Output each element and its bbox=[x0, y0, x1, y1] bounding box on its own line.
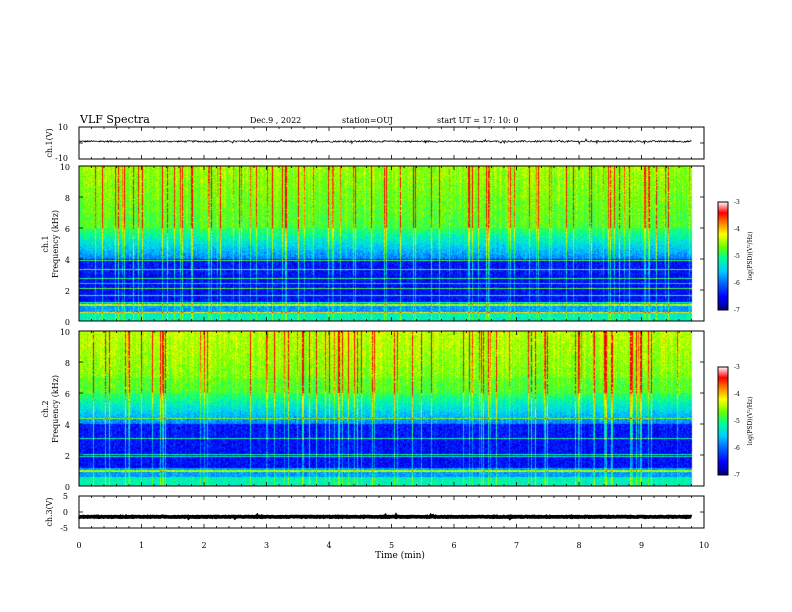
ch3-ytick-top: 5 bbox=[63, 492, 68, 501]
ch1-freq-tick-8: 8 bbox=[65, 194, 70, 203]
ch2-spectrogram-ylabel-top: ch.2 bbox=[41, 400, 50, 417]
ch1-waveform-ylabel: ch.1(V) bbox=[45, 128, 54, 157]
ch1-cb-tick-m5: -5 bbox=[734, 253, 740, 260]
ch2-freq-tick-2: 2 bbox=[65, 452, 70, 461]
ch1-spectrogram-ylabel-top: ch.1 bbox=[41, 235, 50, 252]
ch1-cb-tick-m4: -4 bbox=[734, 226, 740, 233]
x-tick-label: 10 bbox=[699, 541, 709, 550]
ch2-freq-tick-0: 0 bbox=[65, 483, 70, 492]
ch2-freq-tick-6: 6 bbox=[65, 390, 70, 399]
ch2-cb-tick-m3: -3 bbox=[734, 364, 740, 371]
ch1-spectrogram-ticks bbox=[78, 165, 705, 322]
x-axis-label: Time (min) bbox=[375, 550, 425, 561]
x-tick-label: 9 bbox=[639, 541, 644, 550]
ch2-colorbar: -3 -4 -5 -6 -7 log(PSD)(V²/Hz) bbox=[717, 364, 754, 479]
ch2-spectrogram-image bbox=[79, 331, 704, 486]
ch3-waveform-trace bbox=[77, 512, 693, 521]
date-label: Dec.9 , 2022 bbox=[250, 116, 301, 125]
ch3-waveform-ylabel: ch.3(V) bbox=[45, 497, 54, 526]
ch1-cb-tick-m7: -7 bbox=[734, 307, 740, 314]
ch2-cb-tick-m4: -4 bbox=[734, 391, 740, 398]
ch1-cb-tick-m6: -6 bbox=[734, 280, 740, 287]
x-tick-label: 4 bbox=[326, 541, 331, 550]
ch1-freq-tick-6: 6 bbox=[65, 225, 70, 234]
ch2-colorbar-frame bbox=[717, 366, 729, 476]
ch2-spectrogram-ylabel: Frequency (kHz) bbox=[51, 375, 60, 443]
x-tick-label: 1 bbox=[139, 541, 144, 550]
ch1-colorbar-label: log(PSD)(V²/Hz) bbox=[747, 232, 754, 281]
figure-title: VLF Spectra bbox=[79, 113, 150, 126]
x-tick-label: 8 bbox=[576, 541, 581, 550]
ch1-spectrogram-ylabel: Frequency (kHz) bbox=[51, 210, 60, 278]
ch1-spectrogram-image bbox=[79, 166, 704, 321]
ch1-ytick-bottom: -10 bbox=[55, 154, 68, 163]
ch2-cb-tick-m5: -5 bbox=[734, 418, 740, 425]
ch1-waveform-trace bbox=[79, 137, 692, 146]
x-tick-label: 0 bbox=[76, 541, 81, 550]
ch1-freq-tick-2: 2 bbox=[65, 287, 70, 296]
ch1-cb-tick-m3: -3 bbox=[734, 199, 740, 206]
ch1-spectrogram-panel: 10 8 6 4 2 0 ch.1 Frequency (kHz) bbox=[41, 163, 705, 327]
ch1-colorbar-frame bbox=[717, 201, 729, 311]
x-tick-label: 5 bbox=[389, 541, 394, 550]
ch2-colorbar-label: log(PSD)(V²/Hz) bbox=[747, 397, 754, 446]
ch3-ytick-bottom: -5 bbox=[60, 524, 68, 533]
ch2-cb-tick-m7: -7 bbox=[734, 472, 740, 479]
ch2-freq-tick-8: 8 bbox=[65, 359, 70, 368]
ch1-waveform-frame bbox=[78, 126, 705, 160]
ch1-waveform-panel: 10 -10 ch.1(V) bbox=[45, 123, 705, 163]
ch2-colorbar-gradient bbox=[718, 367, 728, 475]
x-tick-label: 2 bbox=[201, 541, 206, 550]
ch2-freq-tick-10: 10 bbox=[60, 328, 70, 337]
ch1-colorbar: -3 -4 -5 -6 -7 log(PSD)(V²/Hz) bbox=[717, 199, 754, 314]
ch3-ytick-mid: 0 bbox=[63, 508, 68, 517]
x-tick-label: 3 bbox=[264, 541, 269, 550]
ch1-waveform-ticks bbox=[78, 126, 705, 160]
ch1-freq-tick-4: 4 bbox=[65, 256, 70, 265]
start-ut-label: start UT = 17: 10: 0 bbox=[437, 116, 518, 125]
ch1-freq-tick-10: 10 bbox=[60, 163, 70, 172]
x-tick-label: 7 bbox=[514, 541, 519, 550]
x-axis-tick-labels: 0 1 2 3 4 5 6 7 8 9 10 bbox=[76, 541, 709, 550]
ch1-freq-tick-0: 0 bbox=[65, 318, 70, 327]
ch1-colorbar-gradient bbox=[718, 202, 728, 310]
ch2-cb-tick-m6: -6 bbox=[734, 445, 740, 452]
ch3-waveform-frame bbox=[78, 495, 705, 529]
ch2-spectrogram-ticks bbox=[78, 330, 705, 487]
ch1-ytick-top: 10 bbox=[58, 123, 68, 132]
station-label: station=OUJ bbox=[342, 116, 393, 125]
x-tick-label: 6 bbox=[451, 541, 456, 550]
ch3-waveform-ticks bbox=[78, 495, 705, 529]
ch2-freq-tick-4: 4 bbox=[65, 421, 70, 430]
ch3-waveform-panel: 5 0 -5 ch.3(V) bbox=[45, 492, 705, 533]
ch2-spectrogram-panel: 10 8 6 4 2 0 ch.2 Frequency (kHz) bbox=[41, 328, 705, 492]
